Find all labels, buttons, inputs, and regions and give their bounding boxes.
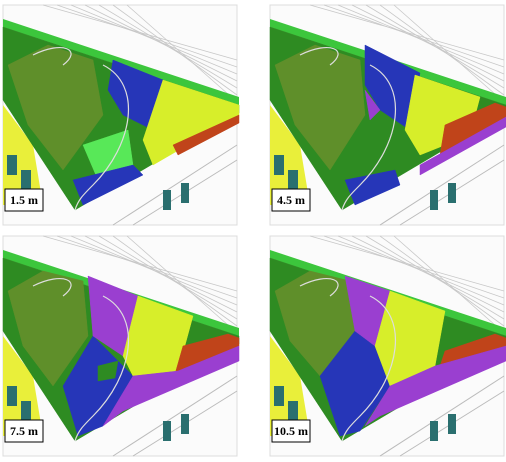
depth-label: 10.5 m	[274, 424, 308, 438]
building	[448, 414, 456, 434]
map-panel: 7.5 m	[2, 235, 240, 457]
road-line	[351, 4, 505, 82]
map-panel: 4.5 m	[269, 4, 506, 226]
road-line	[126, 235, 238, 334]
road-line	[351, 235, 505, 313]
zone	[344, 169, 401, 206]
map-panel: 1.5 m	[2, 4, 240, 226]
building-area	[3, 336, 43, 436]
building-area	[270, 105, 310, 205]
depth-label-box	[271, 188, 311, 212]
depth-label-box	[4, 419, 44, 443]
depth-label: 7.5 m	[10, 424, 38, 438]
walkway	[32, 46, 129, 211]
depth-label-box	[271, 419, 311, 443]
road-line	[98, 235, 238, 320]
building	[448, 183, 456, 203]
road-line	[126, 4, 238, 103]
zone	[72, 164, 144, 206]
building	[163, 421, 171, 441]
building	[7, 155, 17, 175]
road-line	[379, 375, 505, 457]
road-line	[112, 4, 238, 96]
road-line	[393, 4, 505, 103]
road-line	[84, 4, 238, 82]
zone	[172, 114, 240, 156]
zone	[7, 44, 104, 171]
road-line	[379, 4, 505, 96]
road-line	[112, 144, 238, 226]
building-area	[3, 105, 43, 205]
zone	[102, 345, 240, 427]
walkway	[299, 277, 396, 442]
road-line	[379, 144, 505, 226]
road-line	[365, 4, 505, 89]
road-line	[393, 235, 505, 334]
depth-label: 1.5 m	[10, 193, 38, 207]
zone	[419, 116, 506, 176]
map-panel: 10.5 m	[269, 235, 506, 457]
zone	[274, 44, 366, 171]
depth-label-box	[4, 188, 44, 212]
road-line	[365, 235, 505, 320]
zone	[439, 102, 506, 156]
building	[21, 170, 31, 190]
green-border	[3, 19, 239, 105]
building	[430, 421, 438, 441]
building-area	[270, 336, 310, 436]
road-line	[84, 235, 238, 313]
zone	[7, 270, 89, 387]
building	[7, 386, 17, 406]
zone	[364, 89, 381, 121]
road-line	[112, 375, 238, 457]
building	[21, 401, 31, 421]
zone	[364, 345, 506, 427]
building	[274, 386, 284, 406]
zone	[97, 360, 119, 382]
building	[181, 414, 189, 434]
road-line	[112, 235, 238, 327]
road-line	[98, 4, 238, 89]
zone	[107, 59, 164, 131]
depth-label: 4.5 m	[277, 193, 305, 207]
walkway	[299, 46, 396, 211]
road-line	[379, 235, 505, 327]
building	[288, 401, 298, 421]
building	[288, 170, 298, 190]
building	[430, 190, 438, 210]
building	[163, 190, 171, 210]
walkway	[32, 277, 129, 442]
building	[181, 183, 189, 203]
building	[274, 155, 284, 175]
